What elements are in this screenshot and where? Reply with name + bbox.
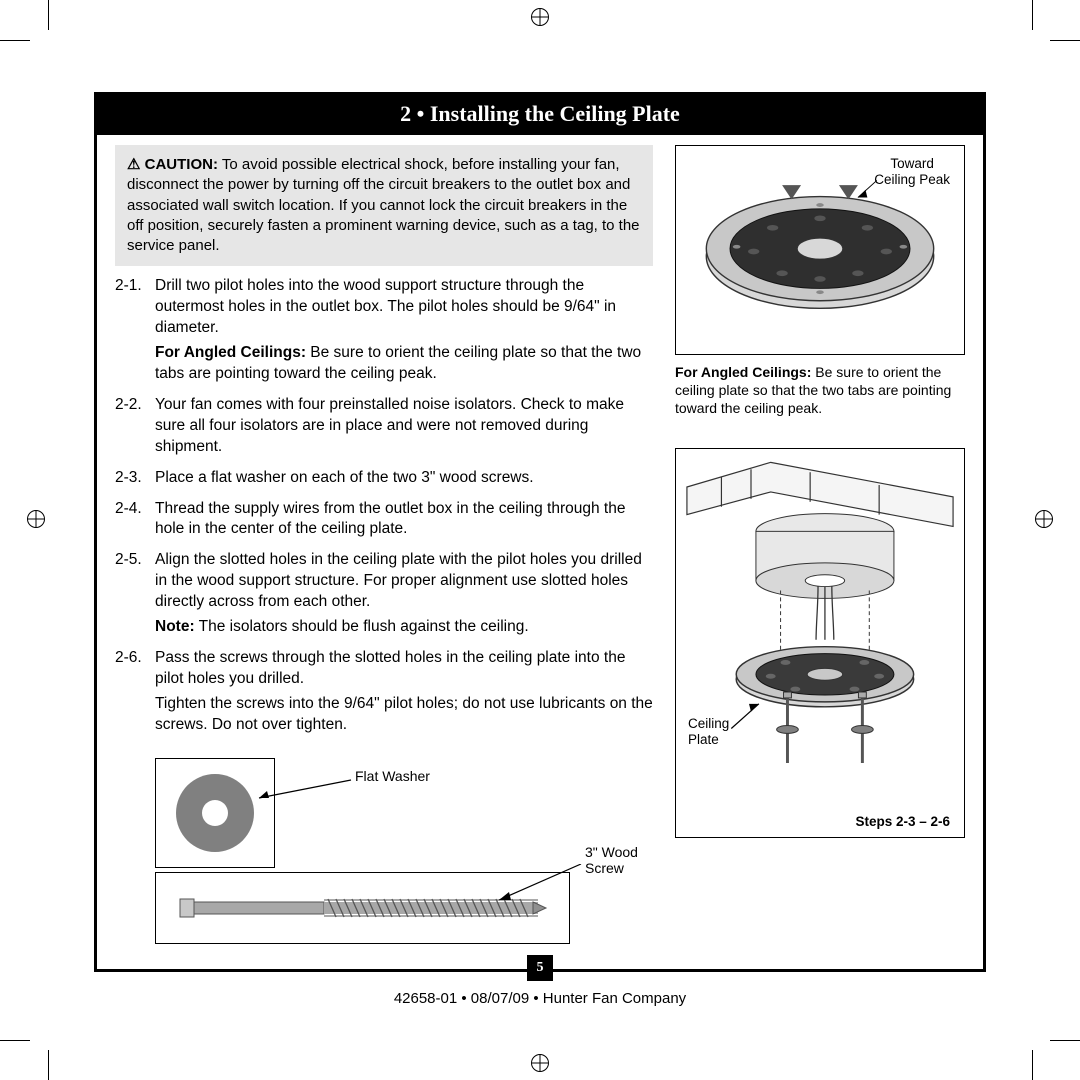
toward-peak-label: TowardCeiling Peak bbox=[874, 156, 950, 188]
figure-ceiling-plate-angled: TowardCeiling Peak bbox=[675, 145, 965, 355]
step-item: 2-6.Pass the screws through the slotted … bbox=[115, 648, 653, 740]
screw-label: 3" WoodScrew bbox=[585, 844, 638, 876]
footer-text: 42658-01 • 08/07/09 • Hunter Fan Company bbox=[0, 990, 1080, 1007]
figure-assembly: CeilingPlate Steps 2-3 – 2-6 bbox=[675, 448, 965, 838]
figure1-caption: For Angled Ceilings: Be sure to orient t… bbox=[675, 363, 965, 418]
page-number: 5 bbox=[527, 955, 553, 981]
caution-box: ⚠ CAUTION: To avoid possible electrical … bbox=[115, 145, 653, 266]
warning-icon: ⚠ bbox=[127, 156, 140, 173]
step-item: 2-2.Your fan comes with four preinstalle… bbox=[115, 395, 653, 462]
washer-arrow bbox=[257, 778, 353, 802]
steps-list: 2-1.Drill two pilot holes into the wood … bbox=[115, 276, 653, 740]
screw-arrow bbox=[493, 864, 583, 904]
caution-label: CAUTION: bbox=[145, 156, 218, 173]
washer-screw-figure: Flat Washer 3" WoodScrew bbox=[155, 758, 653, 944]
steps-reference-label: Steps 2-3 – 2-6 bbox=[855, 814, 950, 829]
washer-illustration bbox=[155, 758, 275, 868]
step-item: 2-5.Align the slotted holes in the ceili… bbox=[115, 550, 653, 642]
step-item: 2-3.Place a flat washer on each of the t… bbox=[115, 468, 653, 493]
section-title: 2 • Installing the Ceiling Plate bbox=[97, 95, 983, 135]
washer-label: Flat Washer bbox=[355, 768, 430, 784]
ceiling-plate-label: CeilingPlate bbox=[688, 716, 729, 748]
page-frame: 2 • Installing the Ceiling Plate ⚠ CAUTI… bbox=[94, 92, 986, 972]
step-item: 2-1.Drill two pilot holes into the wood … bbox=[115, 276, 653, 389]
step-item: 2-4.Thread the supply wires from the out… bbox=[115, 499, 653, 545]
